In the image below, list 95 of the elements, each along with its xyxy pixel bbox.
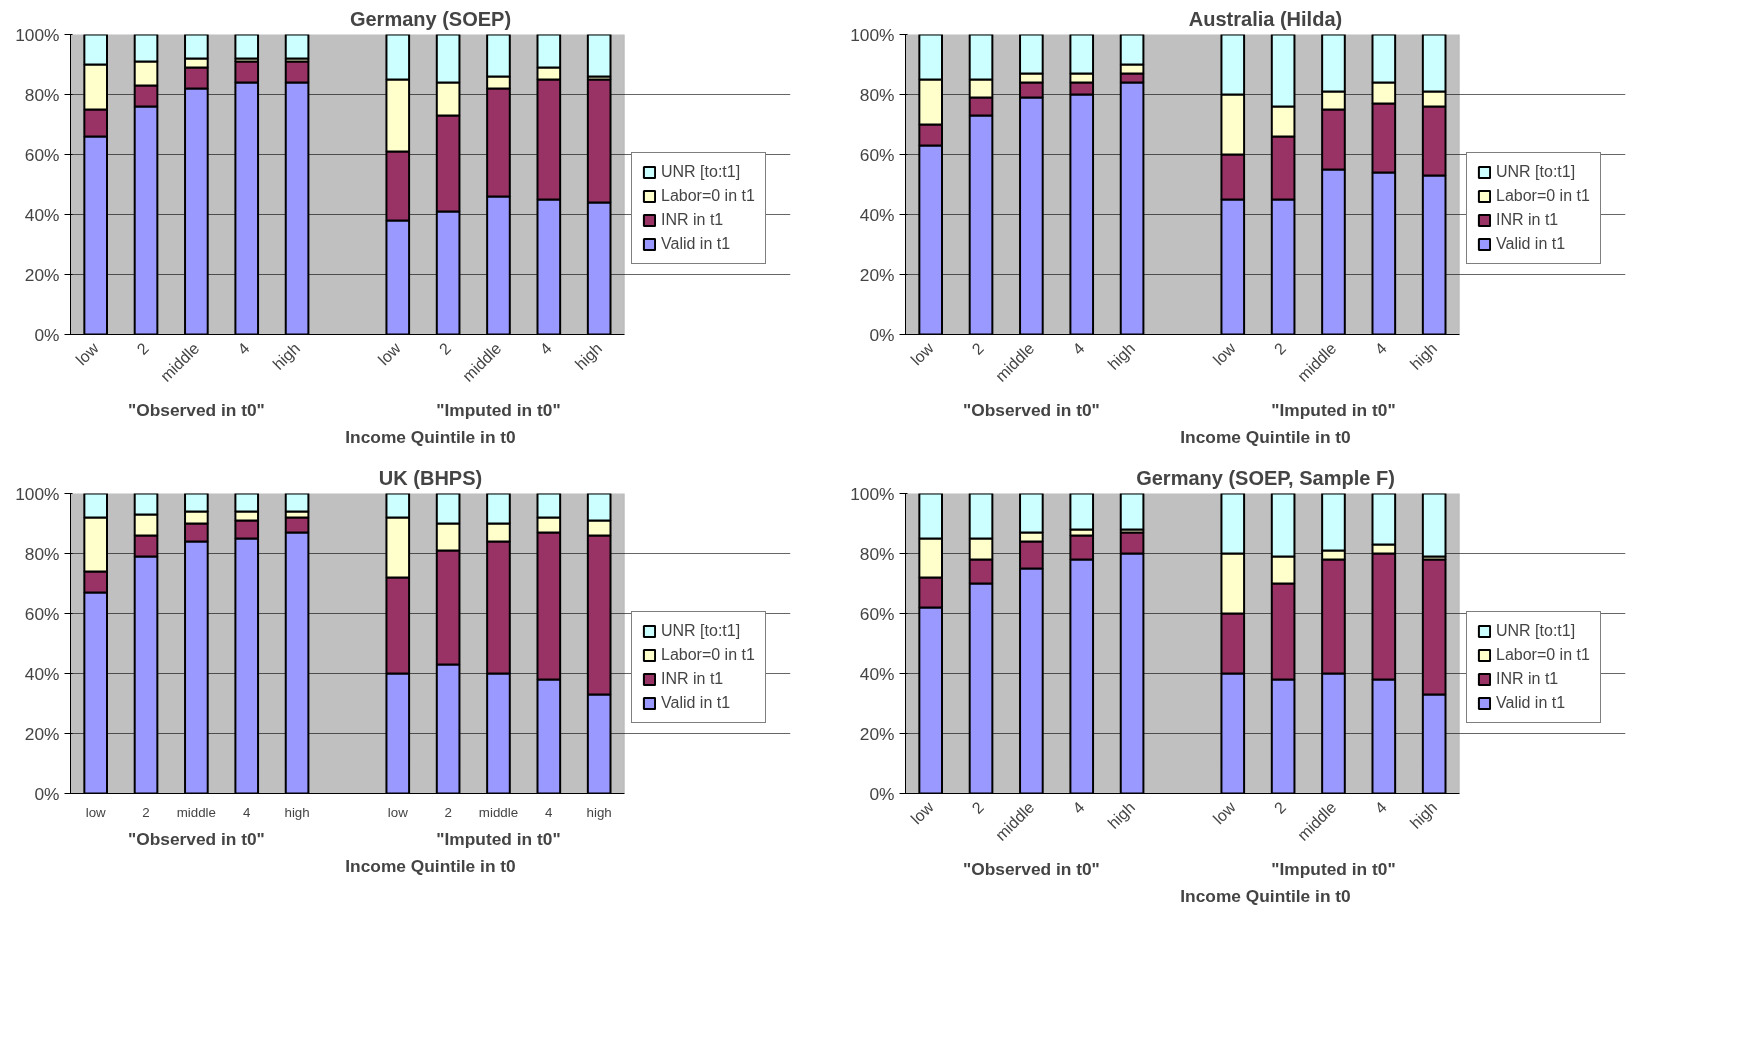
chart-title: Germany (SOEP, Sample F) <box>1136 466 1395 489</box>
x-tick-label: high <box>1104 798 1139 832</box>
text: "Observed in t0" <box>127 399 265 420</box>
text: "Imputed in t0" <box>1271 858 1396 879</box>
x-tick-label: 2 <box>444 804 452 820</box>
x-tick-label: high <box>1406 798 1441 832</box>
x-tick-label: 4 <box>1069 798 1088 817</box>
x-tick-label: 4 <box>1069 339 1088 358</box>
x-tick-label: high <box>269 339 304 373</box>
y-tick-label: 40% <box>24 663 60 684</box>
x-tick-label: 4 <box>536 339 555 358</box>
y-tick-label: 60% <box>859 144 895 165</box>
legend-label: Labor=0 in t1 <box>1496 646 1590 664</box>
bar <box>284 34 310 60</box>
legend-label: Valid in t1 <box>661 235 731 253</box>
legend-label: Labor=0 in t1 <box>1496 187 1590 205</box>
y-tick-label: 0% <box>34 324 60 345</box>
x-tick-label: 2 <box>1270 339 1290 358</box>
x-tick-label: 2 <box>1270 798 1290 817</box>
y-tick-label: 20% <box>859 723 895 744</box>
y-tick-label: 20% <box>24 723 60 744</box>
y-tick-label: 40% <box>859 663 895 684</box>
legend-label: UNR [to:t1] <box>661 163 741 181</box>
text: "Imputed in t0" <box>436 828 561 849</box>
legend-label: Labor=0 in t1 <box>661 187 755 205</box>
y-tick-label: 40% <box>859 204 895 225</box>
text: "Imputed in t0" <box>436 399 561 420</box>
x-axis-title: Income Quintile in t0 <box>1180 885 1351 906</box>
x-tick-label: middle <box>176 804 217 820</box>
x-tick-label: high <box>1406 339 1441 373</box>
x-tick-label: low <box>907 339 937 369</box>
x-tick-label: low <box>85 804 107 820</box>
legend-label: INR in t1 <box>661 211 724 229</box>
legend-label: UNR [to:t1] <box>661 622 741 640</box>
x-tick-label: 2 <box>142 804 150 820</box>
chart-title: Germany (SOEP) <box>349 7 512 30</box>
x-tick-label: 2 <box>968 798 988 817</box>
y-tick-label: 100% <box>15 483 60 504</box>
x-tick-label: high <box>1104 339 1139 373</box>
text: "Observed in t0" <box>962 399 1100 420</box>
y-tick-label: 80% <box>24 84 60 105</box>
x-tick-label: low <box>72 339 102 369</box>
legend-label: INR in t1 <box>1496 670 1559 688</box>
y-tick-label: 100% <box>850 24 895 45</box>
y-tick-label: 80% <box>24 543 60 564</box>
y-tick-label: 20% <box>24 264 60 285</box>
legend-label: Labor=0 in t1 <box>661 646 755 664</box>
x-tick-label: low <box>374 339 405 369</box>
x-tick-label: middle <box>478 804 519 820</box>
x-tick-label: 2 <box>968 339 988 358</box>
bar <box>1421 493 1447 558</box>
x-axis-title: Income Quintile in t0 <box>345 855 516 876</box>
y-tick-label: 20% <box>859 264 895 285</box>
legend-label: INR in t1 <box>1496 211 1559 229</box>
y-tick-label: 60% <box>24 603 60 624</box>
y-tick-label: 40% <box>24 204 60 225</box>
x-tick-label: 4 <box>1371 339 1390 358</box>
chart-title: Australia (Hilda) <box>1188 7 1343 30</box>
y-tick-label: 80% <box>859 543 895 564</box>
y-tick-label: 0% <box>869 783 895 804</box>
x-tick-label: high <box>284 804 310 820</box>
x-tick-label: low <box>1209 798 1240 828</box>
y-tick-label: 100% <box>15 24 60 45</box>
x-axis-title: Income Quintile in t0 <box>1180 426 1351 447</box>
bar <box>234 34 260 60</box>
x-tick-label: 2 <box>435 339 455 358</box>
bar <box>586 34 612 78</box>
text: "Imputed in t0" <box>1271 399 1396 420</box>
text: "Observed in t0" <box>962 858 1100 879</box>
chart-title: UK (BHPS) <box>378 466 483 489</box>
x-tick-label: 2 <box>133 339 153 358</box>
y-tick-label: 0% <box>34 783 60 804</box>
legend-label: UNR [to:t1] <box>1496 622 1576 640</box>
y-tick-label: 60% <box>24 144 60 165</box>
y-tick-label: 100% <box>850 483 895 504</box>
x-axis-title: Income Quintile in t0 <box>345 426 516 447</box>
x-tick-label: low <box>907 798 937 828</box>
x-tick-label: low <box>1209 339 1240 369</box>
x-tick-label: 4 <box>545 804 554 820</box>
legend-label: Valid in t1 <box>661 694 731 712</box>
y-tick-label: 80% <box>859 84 895 105</box>
legend-label: INR in t1 <box>661 670 724 688</box>
x-tick-label: 4 <box>1371 798 1390 817</box>
y-tick-label: 0% <box>869 324 895 345</box>
legend-label: Valid in t1 <box>1496 694 1566 712</box>
legend-label: Valid in t1 <box>1496 235 1566 253</box>
legend-label: UNR [to:t1] <box>1496 163 1576 181</box>
x-tick-label: high <box>571 339 606 373</box>
x-tick-label: low <box>387 804 409 820</box>
x-tick-label: 4 <box>234 339 253 358</box>
x-tick-label: 4 <box>243 804 252 820</box>
bar <box>1119 493 1145 531</box>
y-tick-label: 60% <box>859 603 895 624</box>
x-tick-label: high <box>586 804 612 820</box>
text: "Observed in t0" <box>127 828 265 849</box>
